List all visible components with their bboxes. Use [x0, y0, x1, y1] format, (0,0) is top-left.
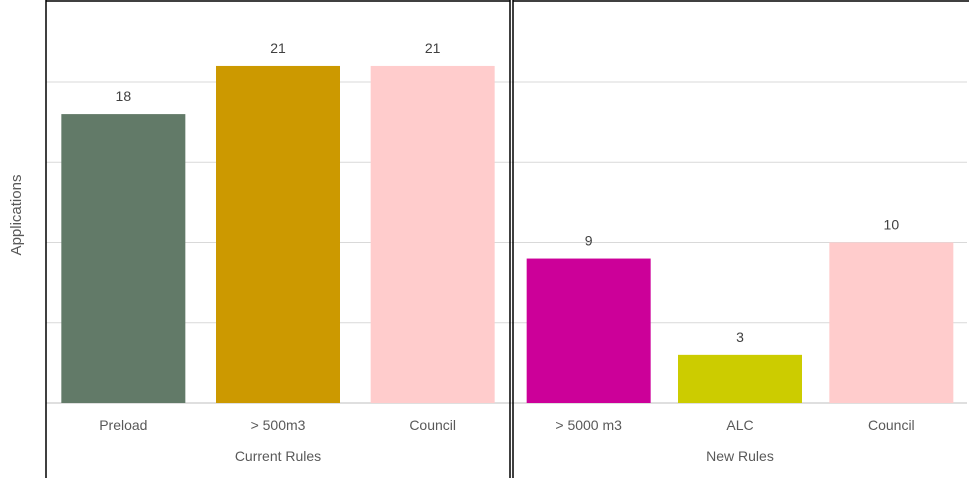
data-label: 18 — [116, 88, 132, 104]
data-label: 21 — [425, 40, 441, 56]
category-axis: Preload > 500m3 Council Current Rules > 5000… — [99, 417, 914, 464]
bar — [216, 65, 340, 403]
bar — [61, 114, 186, 403]
bars — [61, 65, 954, 403]
data-label: 9 — [585, 233, 593, 249]
category-tick-label: > 5000 m3 — [555, 417, 622, 433]
group-label: Current Rules — [235, 448, 321, 464]
group-frames — [45, 0, 969, 478]
bar — [678, 354, 802, 403]
data-label: 10 — [884, 217, 900, 233]
y-axis-title: Applications — [8, 175, 25, 256]
data-label: 3 — [736, 329, 744, 345]
bar — [370, 65, 495, 403]
category-tick-label: Council — [409, 417, 456, 433]
data-labels: 18 21 21 9 3 10 — [116, 40, 900, 345]
gridlines — [46, 81, 967, 404]
category-tick-label: Council — [868, 417, 915, 433]
data-label: 21 — [270, 40, 286, 56]
category-tick-label: ALC — [726, 417, 753, 433]
bar — [829, 242, 954, 403]
category-tick-label: Preload — [99, 417, 147, 433]
group-label: New Rules — [706, 448, 774, 464]
bar — [526, 258, 651, 403]
category-tick-label: > 500m3 — [251, 417, 306, 433]
